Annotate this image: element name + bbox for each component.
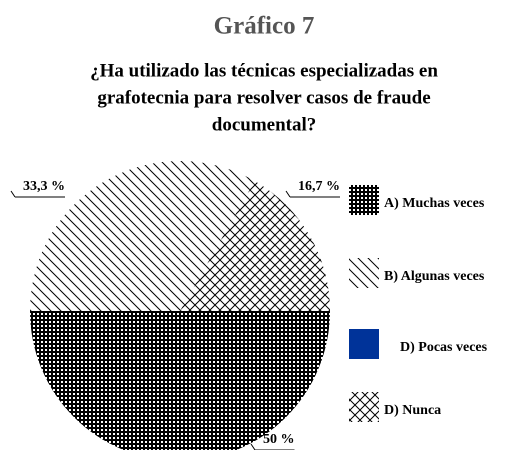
data-label: 50 % xyxy=(263,432,295,447)
legend-swatch xyxy=(349,392,379,422)
chart-subtitle: ¿Ha utilizado las técnicas especializada… xyxy=(90,60,438,81)
pie-slice xyxy=(30,311,330,450)
legend-label: A) Muchas veces xyxy=(384,196,485,211)
legend-swatch xyxy=(349,329,379,359)
leader-line xyxy=(285,190,291,198)
chart-subtitle: documental? xyxy=(212,114,317,135)
legend-swatch xyxy=(349,258,379,288)
pie-slice xyxy=(180,180,255,311)
legend-label: D) Pocas veces xyxy=(400,340,488,355)
legend-label: B) Algunas veces xyxy=(384,269,485,284)
data-label: 16,7 % xyxy=(298,179,340,194)
legend-label: D) Nunca xyxy=(384,403,441,418)
chart-title: Gráfico 7 xyxy=(214,13,315,40)
pie-slice xyxy=(180,180,330,311)
chart-subtitle: grafotecnia para resolver casos de fraud… xyxy=(97,87,430,108)
legend-swatch xyxy=(349,185,379,215)
data-label: 33,3 % xyxy=(23,179,65,194)
leader-line xyxy=(10,190,16,198)
leader-line xyxy=(250,443,256,450)
pie-slice xyxy=(30,161,255,311)
